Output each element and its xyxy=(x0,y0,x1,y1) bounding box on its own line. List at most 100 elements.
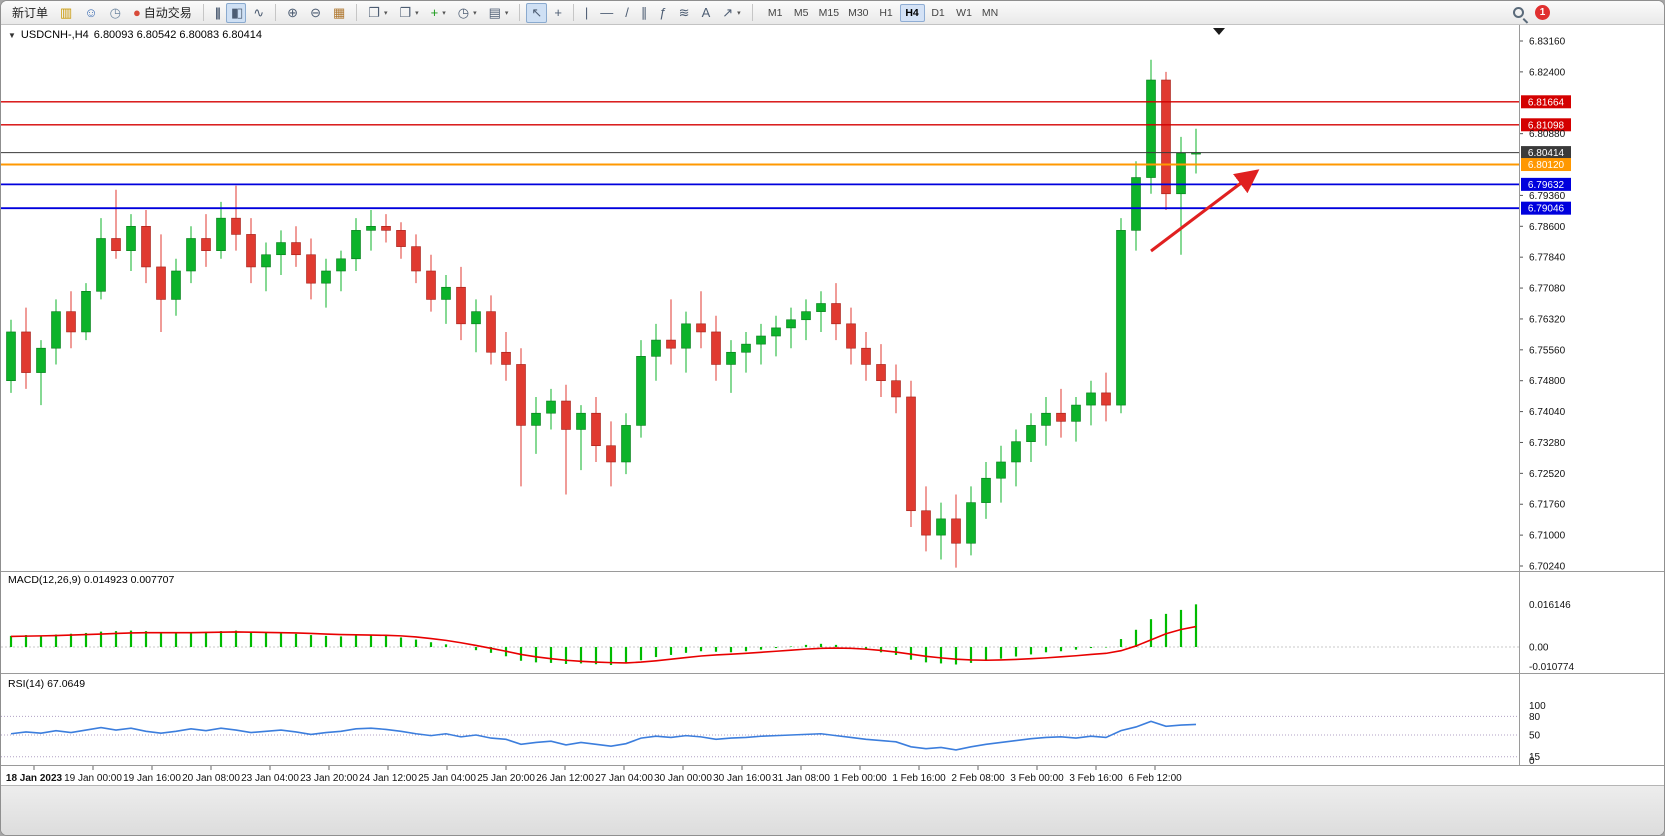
vertical-line-icon[interactable]: | xyxy=(580,3,593,23)
vertical-line-icon: | xyxy=(584,5,589,20)
timeframe-button-w1[interactable]: W1 xyxy=(956,6,972,19)
svg-text:27 Jan 04:00: 27 Jan 04:00 xyxy=(595,773,653,784)
svg-text:23 Jan 20:00: 23 Jan 20:00 xyxy=(300,773,358,784)
candle xyxy=(516,364,526,426)
tile-windows-icon[interactable]: ▦ xyxy=(328,3,350,23)
candle xyxy=(1161,79,1171,195)
svg-text:30 Jan 16:00: 30 Jan 16:00 xyxy=(713,773,771,784)
dropdown-caret-icon: ▾ xyxy=(415,9,419,17)
zoom-in-icon[interactable]: ⊕ xyxy=(282,3,303,23)
fibonacci-icon[interactable]: ƒ xyxy=(654,3,671,23)
candle xyxy=(6,331,16,382)
timeframe-button-m1[interactable]: M1 xyxy=(767,6,783,19)
timeframe-button-h4[interactable]: H4 xyxy=(899,3,925,22)
candle xyxy=(1146,79,1156,178)
candle xyxy=(576,412,586,430)
svg-text:1 Feb 00:00: 1 Feb 00:00 xyxy=(833,773,887,784)
open-chart-icon[interactable]: ▥ xyxy=(55,3,77,23)
svg-text:30 Jan 00:00: 30 Jan 00:00 xyxy=(654,773,712,784)
svg-text:6.80120: 6.80120 xyxy=(1528,160,1565,171)
candle xyxy=(456,286,466,325)
template-icon: ▤ xyxy=(488,5,501,20)
toolbar-separator xyxy=(275,4,277,21)
add-indicator-icon: + xyxy=(430,5,439,20)
timeframe-button-h1[interactable]: H1 xyxy=(879,6,893,19)
candle xyxy=(1116,230,1126,406)
svg-text:6.83160: 6.83160 xyxy=(1529,37,1566,48)
text-label-icon[interactable]: A xyxy=(697,3,716,23)
collapse-chart-icon[interactable]: ▼ xyxy=(8,30,16,40)
candle xyxy=(786,319,796,329)
svg-text:6.79632: 6.79632 xyxy=(1528,180,1565,191)
candle xyxy=(381,225,391,231)
dropdown-caret-icon: ▾ xyxy=(504,9,509,17)
svg-text:26 Jan 12:00: 26 Jan 12:00 xyxy=(536,773,594,784)
svg-text:24 Jan 12:00: 24 Jan 12:00 xyxy=(359,773,417,784)
macd-panel: 0.016146 0.00 -0.010774 xyxy=(1,600,1574,673)
chart-title-bar: ▼ USDCNH-,H4 6.80093 6.80542 6.80083 6.8… xyxy=(8,29,262,41)
trendline-icon[interactable]: / xyxy=(620,3,634,23)
chart-profiles-icon[interactable]: ❐ ▾ xyxy=(394,3,423,23)
line-chart-icon[interactable]: ∿ xyxy=(248,3,269,23)
svg-text:6.79360: 6.79360 xyxy=(1529,191,1566,202)
period-selector-icon[interactable]: ◷ ▾ xyxy=(453,3,482,23)
svg-text:23 Jan 04:00: 23 Jan 04:00 xyxy=(241,773,299,784)
timeframe-button-m5[interactable]: M5 xyxy=(793,6,809,19)
toolbar-separator xyxy=(202,4,204,21)
svg-text:0.00: 0.00 xyxy=(1529,643,1549,654)
candle xyxy=(636,356,646,426)
svg-text:80: 80 xyxy=(1529,712,1541,723)
time-axis: 18 Jan 2023 19 Jan 00:00 19 Jan 16:00 20 Ja… xyxy=(6,766,1182,784)
crosshair-icon[interactable]: + xyxy=(549,3,567,23)
profile-icon[interactable]: ☺ xyxy=(79,3,102,23)
new-chart-icon[interactable]: ❐ ▾ xyxy=(363,3,392,23)
channel-icon: ∥ xyxy=(640,5,648,20)
candle xyxy=(351,230,361,260)
notification-badge[interactable]: 1 xyxy=(1535,5,1550,20)
trend-arrow-annotation xyxy=(1150,169,1260,253)
timeframe-button-d1[interactable]: D1 xyxy=(931,6,945,19)
new-order-button[interactable]: 新订单 xyxy=(7,3,53,23)
cursor-icon[interactable]: ↖ xyxy=(526,2,548,23)
candle xyxy=(441,286,451,300)
channel-icon[interactable]: ∥ xyxy=(636,3,653,23)
candle xyxy=(831,303,841,325)
candle xyxy=(321,270,331,284)
shapes-icon[interactable]: ≋ xyxy=(674,3,695,23)
price-line-label xyxy=(1521,158,1571,172)
svg-text:100: 100 xyxy=(1529,701,1546,712)
svg-text:20 Jan 08:00: 20 Jan 08:00 xyxy=(182,773,240,784)
price-line-label xyxy=(1521,118,1571,132)
svg-text:6.75560: 6.75560 xyxy=(1529,345,1566,356)
svg-text:6.72520: 6.72520 xyxy=(1529,469,1566,480)
candle xyxy=(936,518,946,536)
horizontal-line-icon[interactable]: — xyxy=(595,3,618,23)
bar-chart-icon[interactable]: ||| xyxy=(210,3,224,23)
timeframe-button-mn[interactable]: MN xyxy=(981,6,999,19)
timeframe-button-m30[interactable]: M30 xyxy=(848,6,869,19)
candle xyxy=(756,335,766,345)
candle xyxy=(606,445,616,463)
arrows-tool-icon[interactable]: ↗ ▾ xyxy=(717,3,745,23)
candle xyxy=(171,270,181,300)
text-label-icon: A xyxy=(701,5,711,20)
auto-trading-button[interactable]: ● 自动交易 xyxy=(128,3,197,23)
auto-trading-status-icon: ● xyxy=(132,5,141,20)
candle xyxy=(486,311,496,353)
candlestick-chart-icon[interactable]: ▮▯ xyxy=(225,2,247,23)
template-icon[interactable]: ▤ ▾ xyxy=(484,3,514,23)
candle xyxy=(771,327,781,337)
candle xyxy=(981,477,991,503)
svg-text:6.79046: 6.79046 xyxy=(1528,204,1565,215)
candle xyxy=(141,225,151,268)
candle xyxy=(1071,404,1081,422)
refresh-icon[interactable]: ◷ xyxy=(105,3,126,23)
profile-icon: ☺ xyxy=(84,5,98,20)
zoom-out-icon[interactable]: ⊖ xyxy=(305,3,326,23)
add-indicator-icon[interactable]: + ▾ xyxy=(426,3,451,23)
search-icon[interactable] xyxy=(1513,7,1524,18)
timeframe-button-m15[interactable]: M15 xyxy=(818,6,840,19)
trendline-icon: / xyxy=(625,5,629,20)
candle xyxy=(411,246,421,272)
